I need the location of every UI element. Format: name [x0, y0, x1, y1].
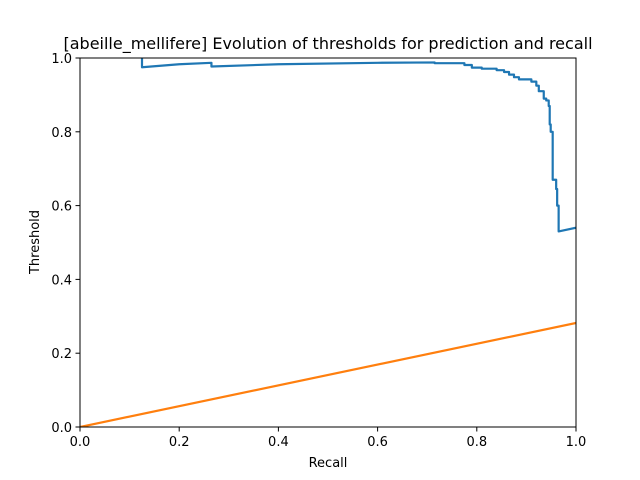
x-tick-label: 0.8: [466, 435, 487, 450]
plot-area-border: [79, 57, 577, 428]
series-line-2: [80, 321, 576, 427]
chart-title: [abeille_mellifere] Evolution of thresho…: [63, 34, 592, 54]
y-tick-label: 0.2: [51, 347, 72, 362]
x-tick-label: 0.0: [70, 435, 91, 450]
x-tick-label: 0.2: [169, 435, 190, 450]
y-tick-label: 0.0: [51, 421, 72, 436]
plot-lines: [80, 58, 576, 427]
y-tick-label: 0.4: [51, 273, 72, 288]
y-axis-label: Threshold: [28, 210, 43, 275]
y-axis-ticks: 0.0 0.2 0.4 0.6 0.8 1.0: [51, 52, 80, 436]
x-tick-label: 1.0: [566, 435, 587, 450]
y-tick-label: 0.8: [51, 126, 72, 141]
x-tick-label: 0.4: [268, 435, 289, 450]
x-axis-ticks: 0.0 0.2 0.4 0.6 0.8 1.0: [70, 427, 587, 450]
y-tick-label: 1.0: [51, 52, 72, 67]
axes-frame: [79, 57, 577, 428]
x-axis-label: Recall: [309, 456, 348, 471]
x-tick-label: 0.6: [367, 435, 388, 450]
series-line-1: [140, 58, 576, 233]
y-tick-label: 0.6: [51, 200, 72, 215]
